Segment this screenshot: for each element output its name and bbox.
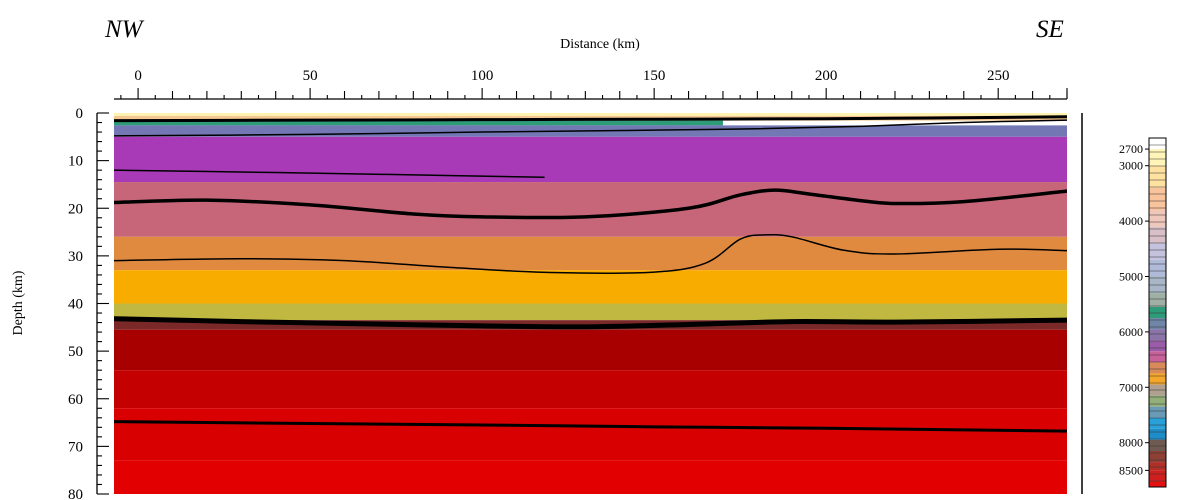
- velocity-layers: [114, 113, 1067, 494]
- boundary-upper-crust-base: [114, 119, 1067, 137]
- colorbar-swatch: [1149, 149, 1166, 166]
- colorbar-swatch: [1149, 351, 1166, 363]
- boundary-surface: [114, 115, 1067, 123]
- velocity-layer-2: [114, 120, 723, 126]
- velocity-layer-12: [114, 408, 1067, 461]
- colorbar-tick-label: 4000: [1119, 214, 1143, 228]
- boundary-mantle-reflector: [114, 420, 1067, 433]
- colorbar-tick-label: 8500: [1119, 463, 1143, 477]
- colorbar-swatch: [1149, 417, 1166, 429]
- y-tick-label: 20: [68, 201, 83, 217]
- y-tick-label: 70: [68, 439, 83, 455]
- colorbar-tick-label: 6000: [1119, 325, 1143, 339]
- colorbar-swatch: [1149, 210, 1166, 227]
- x-tick-label: 250: [987, 68, 1010, 84]
- nw-label: NW: [104, 16, 145, 43]
- colorbar-swatch: [1149, 318, 1166, 330]
- colorbar-swatch: [1149, 481, 1166, 487]
- colorbar-swatch: [1149, 439, 1166, 451]
- y-tick-label: 50: [68, 344, 83, 360]
- x-tick-label: 200: [815, 68, 838, 84]
- y-tick-label: 30: [68, 249, 83, 265]
- colorbar-swatch: [1149, 450, 1166, 463]
- colorbar-swatch: [1149, 470, 1166, 482]
- colorbar-swatch: [1149, 243, 1166, 260]
- colorbar-swatch: [1149, 293, 1166, 307]
- y-tick-label: 60: [68, 392, 83, 408]
- y-axis-title: Depth (km): [11, 270, 26, 335]
- x-tick-label: 50: [303, 68, 318, 84]
- y-tick-label: 40: [68, 297, 83, 313]
- x-tick-label: 0: [134, 68, 142, 84]
- velocity-layer-4: [114, 136, 1067, 183]
- colorbar-swatch: [1149, 395, 1166, 407]
- x-axis-title: Distance (km): [560, 37, 640, 52]
- colorbar-swatch: [1149, 462, 1166, 471]
- x-tick-label: 150: [643, 68, 666, 84]
- colorbar-swatch: [1149, 373, 1166, 385]
- colorbar-tick-label: 2700: [1119, 142, 1143, 156]
- colorbar-swatch: [1149, 406, 1166, 418]
- y-tick-label: 10: [68, 154, 83, 170]
- velocity-layer-0: [114, 113, 1067, 116]
- colorbar-tick-label: 7000: [1119, 380, 1143, 394]
- y-tick-label: 80: [68, 487, 83, 500]
- colorbar-tick-label: 8000: [1119, 436, 1143, 450]
- boundary-moho: [114, 316, 1067, 330]
- colorbar-swatch: [1149, 187, 1166, 211]
- boundary-lines: [114, 115, 1067, 433]
- colorbar-tick-label: 3000: [1119, 159, 1143, 173]
- y-tick-label: 0: [76, 106, 84, 122]
- boundary-crustal-reflector: [114, 188, 1067, 220]
- colorbar-swatch: [1149, 306, 1166, 319]
- colorbar-swatch: [1149, 362, 1166, 374]
- colorbar: 2700 3000 4000 5000 6000 7000 8000 8500: [1119, 137, 1167, 488]
- colorbar-swatch: [1149, 165, 1166, 188]
- velocity-layer-13: [114, 460, 1067, 494]
- x-tick-label: 100: [471, 68, 494, 84]
- velocity-layer-11: [114, 370, 1067, 409]
- x-axis: 0 50 100 150 200 250: [114, 68, 1068, 100]
- colorbar-swatch: [1149, 259, 1166, 277]
- colorbar-swatch: [1149, 329, 1166, 341]
- velocity-layer-7: [114, 270, 1067, 304]
- velocity-layer-8: [114, 303, 1067, 321]
- boundary-mid-crust-marker: [114, 169, 545, 179]
- colorbar-swatch: [1149, 428, 1166, 440]
- colorbar-swatch: [1149, 340, 1166, 352]
- velocity-layer-10: [114, 329, 1067, 371]
- colorbar-tick-label: 5000: [1119, 269, 1143, 283]
- colorbar-frame: [1148, 137, 1167, 488]
- velocity-layer-5: [114, 182, 1067, 237]
- colorbar-swatch: [1149, 226, 1166, 244]
- se-label: SE: [1036, 16, 1064, 43]
- y-axis: 0 10 20 30 40 50 60 70 80: [68, 106, 109, 500]
- boundary-lower-crust-top: [114, 233, 1067, 274]
